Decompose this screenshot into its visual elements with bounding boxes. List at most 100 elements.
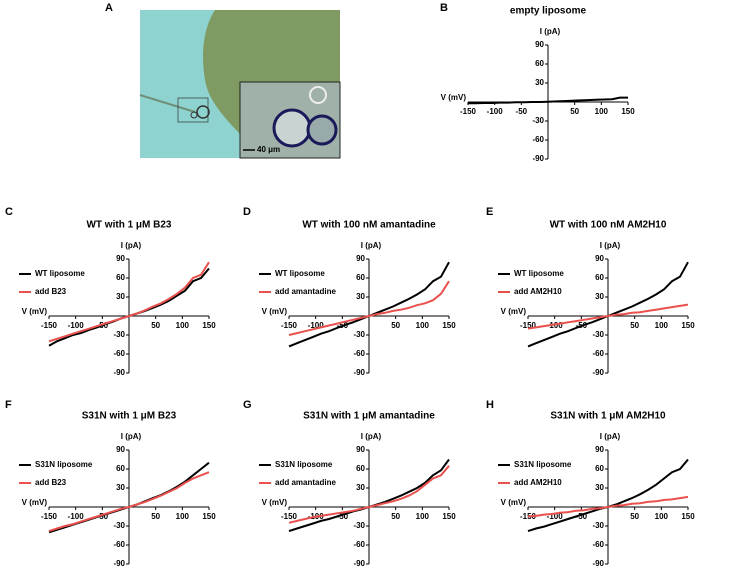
y-tick-label: 30 [116,292,125,301]
x-tick-label: 100 [595,107,609,116]
legend-label: add B23 [35,478,67,487]
panel-letter: B [440,2,448,14]
chart-title: S31N with 1 μM amantadine [303,411,435,422]
y-tick-label: 60 [356,464,365,473]
inset-liposome [306,114,338,146]
chart-title: S31N with 1 μM B23 [82,411,177,422]
x-tick-label: -100 [487,107,504,116]
y-tick-label: 30 [356,292,365,301]
y-tick-label: -60 [353,540,365,549]
y-tick-label: 90 [116,254,125,263]
x-tick-label: 100 [176,512,190,521]
legend-label: add B23 [35,287,67,296]
legend-label: add AM2H10 [514,478,562,487]
x-tick-label: -100 [308,321,325,330]
micrograph: 40 μm [139,10,341,159]
legend-label: S31N liposome [514,460,572,469]
iv-trace [468,96,628,105]
chart-title: S31N with 1 μM AM2H10 [550,411,666,422]
y-tick-label: -30 [113,521,125,530]
y-tick-label: 60 [116,273,125,282]
x-tick-label: -150 [41,321,58,330]
y-tick-label: -60 [532,135,544,144]
y-tick-label: 60 [116,464,125,473]
y-axis-label: I (pA) [540,27,561,36]
x-tick-label: 100 [416,321,430,330]
legend-label: S31N liposome [35,460,93,469]
y-tick-label: 90 [116,445,125,454]
x-tick-label: -150 [281,321,298,330]
x-tick-label: -150 [41,512,58,521]
x-axis-label: V (mV) [501,307,527,316]
y-tick-label: 60 [595,464,604,473]
iv-trace [288,280,450,336]
x-tick-label: 150 [442,321,456,330]
panel-letter: C [5,206,13,218]
y-tick-label: -30 [353,330,365,339]
y-tick-label: -90 [592,559,604,568]
x-tick-label: -100 [68,321,85,330]
y-tick-label: 90 [595,445,604,454]
x-axis-label: V (mV) [22,307,48,316]
y-tick-label: -60 [592,540,604,549]
y-tick-label: -30 [592,521,604,530]
y-tick-label: 30 [595,483,604,492]
panel-letter: A [105,2,113,14]
inset-liposome [309,86,327,104]
x-tick-label: 100 [655,321,669,330]
x-tick-label: -50 [337,512,349,521]
x-tick-label: 50 [570,107,579,116]
y-tick-label: 90 [356,445,365,454]
y-tick-label: -90 [353,368,365,377]
y-tick-label: 90 [595,254,604,263]
y-tick-label: 60 [535,59,544,68]
y-tick-label: -60 [113,349,125,358]
x-tick-label: -150 [460,107,477,116]
y-tick-label: -90 [113,559,125,568]
x-tick-label: 100 [176,321,190,330]
x-tick-label: 50 [630,512,639,521]
x-tick-label: 100 [416,512,430,521]
legend-label: WT liposome [514,269,564,278]
y-tick-label: -90 [592,368,604,377]
x-axis-label: V (mV) [262,498,288,507]
y-tick-label: 90 [356,254,365,263]
y-tick-label: 90 [535,40,544,49]
y-tick-label: -90 [353,559,365,568]
y-axis-label: I (pA) [600,432,621,441]
y-tick-label: -60 [592,349,604,358]
chart-title: WT with 100 nM amantadine [302,220,436,231]
x-tick-label: 50 [391,321,400,330]
y-tick-label: -30 [532,116,544,125]
chart-title: WT with 100 nM AM2H10 [550,220,667,231]
y-tick-label: -30 [592,330,604,339]
iv-trace [527,495,689,518]
liposome [190,111,198,119]
x-tick-label: 150 [681,512,695,521]
iv-trace [288,465,450,524]
y-tick-label: -30 [353,521,365,530]
chart-title: empty liposome [510,6,587,17]
panel-letter: D [243,206,251,218]
y-tick-label: 30 [356,483,365,492]
x-axis-label: V (mV) [262,307,288,316]
inset-liposome [272,108,312,148]
x-tick-label: 100 [655,512,669,521]
iv-trace [527,303,689,330]
legend-label: S31N liposome [275,460,333,469]
iv-trace [48,261,210,343]
legend-label: WT liposome [35,269,85,278]
x-tick-label: -150 [520,321,537,330]
chart-title: WT with 1 μM B23 [86,220,171,231]
y-axis-label: I (pA) [361,241,382,250]
x-tick-label: -100 [547,321,564,330]
y-axis-label: I (pA) [121,241,142,250]
y-tick-label: 30 [595,292,604,301]
x-tick-label: 150 [681,321,695,330]
y-axis-label: I (pA) [361,432,382,441]
pipette [139,94,196,113]
panel-letter: F [5,399,12,411]
x-tick-label: -50 [97,512,109,521]
x-tick-label: 150 [621,107,635,116]
